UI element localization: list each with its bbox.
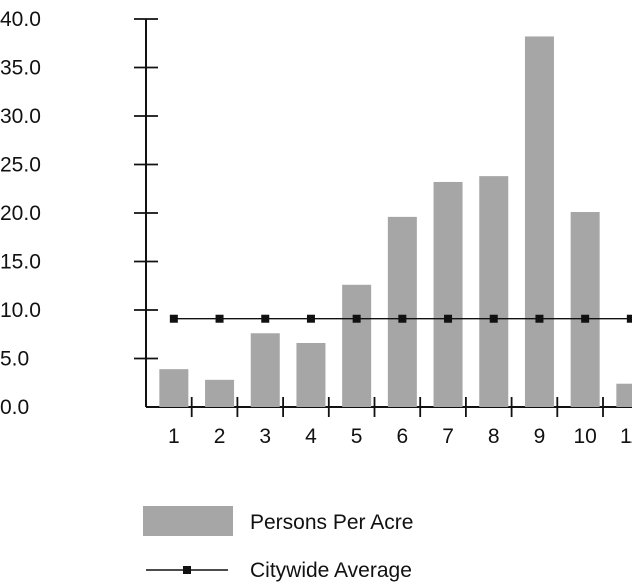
bar (570, 212, 600, 407)
x-tick-label: 5 (351, 425, 363, 448)
x-tick-label: 6 (397, 425, 409, 448)
line-marker (215, 314, 224, 323)
legend: Persons Per Acre Citywide Average (143, 506, 413, 582)
x-tick-label: 2 (214, 425, 226, 448)
bar (159, 369, 189, 407)
bar (524, 36, 554, 408)
y-tick-label: 5.0 (0, 348, 29, 371)
x-tick-label: 8 (488, 425, 500, 448)
bar (205, 379, 235, 407)
x-tick-label: 4 (305, 425, 317, 448)
y-axis: 0.0 5.0 10.0 15.0 20.0 25.0 30.0 35.0 40.0 (0, 8, 158, 419)
y-tick-label: 30.0 (0, 105, 41, 128)
x-tick-label: 7 (442, 425, 454, 448)
bar (342, 284, 372, 407)
bar (479, 176, 509, 407)
x-tick-label: 9 (534, 425, 546, 448)
line-marker (352, 314, 361, 323)
x-tick-label: 10 (573, 425, 596, 448)
bar (296, 342, 326, 407)
x-tick-label: 1 (168, 425, 180, 448)
line-marker (489, 314, 498, 323)
line-marker (306, 314, 315, 323)
legend-marker (183, 566, 191, 574)
line-marker (398, 314, 407, 323)
x-tick-label: 3 (259, 425, 271, 448)
line-marker (261, 314, 270, 323)
y-tick-label: 10.0 (0, 299, 41, 322)
bar (433, 181, 463, 407)
y-tick-label: 40.0 (0, 8, 41, 31)
y-tick-label: 0.0 (0, 396, 29, 419)
legend-swatch-bar (143, 506, 233, 536)
bar (387, 216, 417, 407)
y-tick-label: 25.0 (0, 154, 41, 177)
bar (250, 333, 280, 407)
line-marker (444, 314, 453, 323)
x-tick-label: 11 (620, 425, 632, 448)
legend-label-bar: Persons Per Acre (250, 511, 413, 534)
line-marker (626, 314, 632, 323)
y-tick-label: 20.0 (0, 202, 41, 225)
line-marker (581, 314, 590, 323)
line-series (169, 314, 632, 323)
line-marker (169, 314, 178, 323)
bar (616, 383, 632, 407)
bar-series (159, 36, 632, 408)
legend-label-line: Citywide Average (250, 559, 412, 582)
y-tick-label: 35.0 (0, 57, 41, 80)
y-tick-label: 15.0 (0, 251, 41, 274)
line-marker (535, 314, 544, 323)
